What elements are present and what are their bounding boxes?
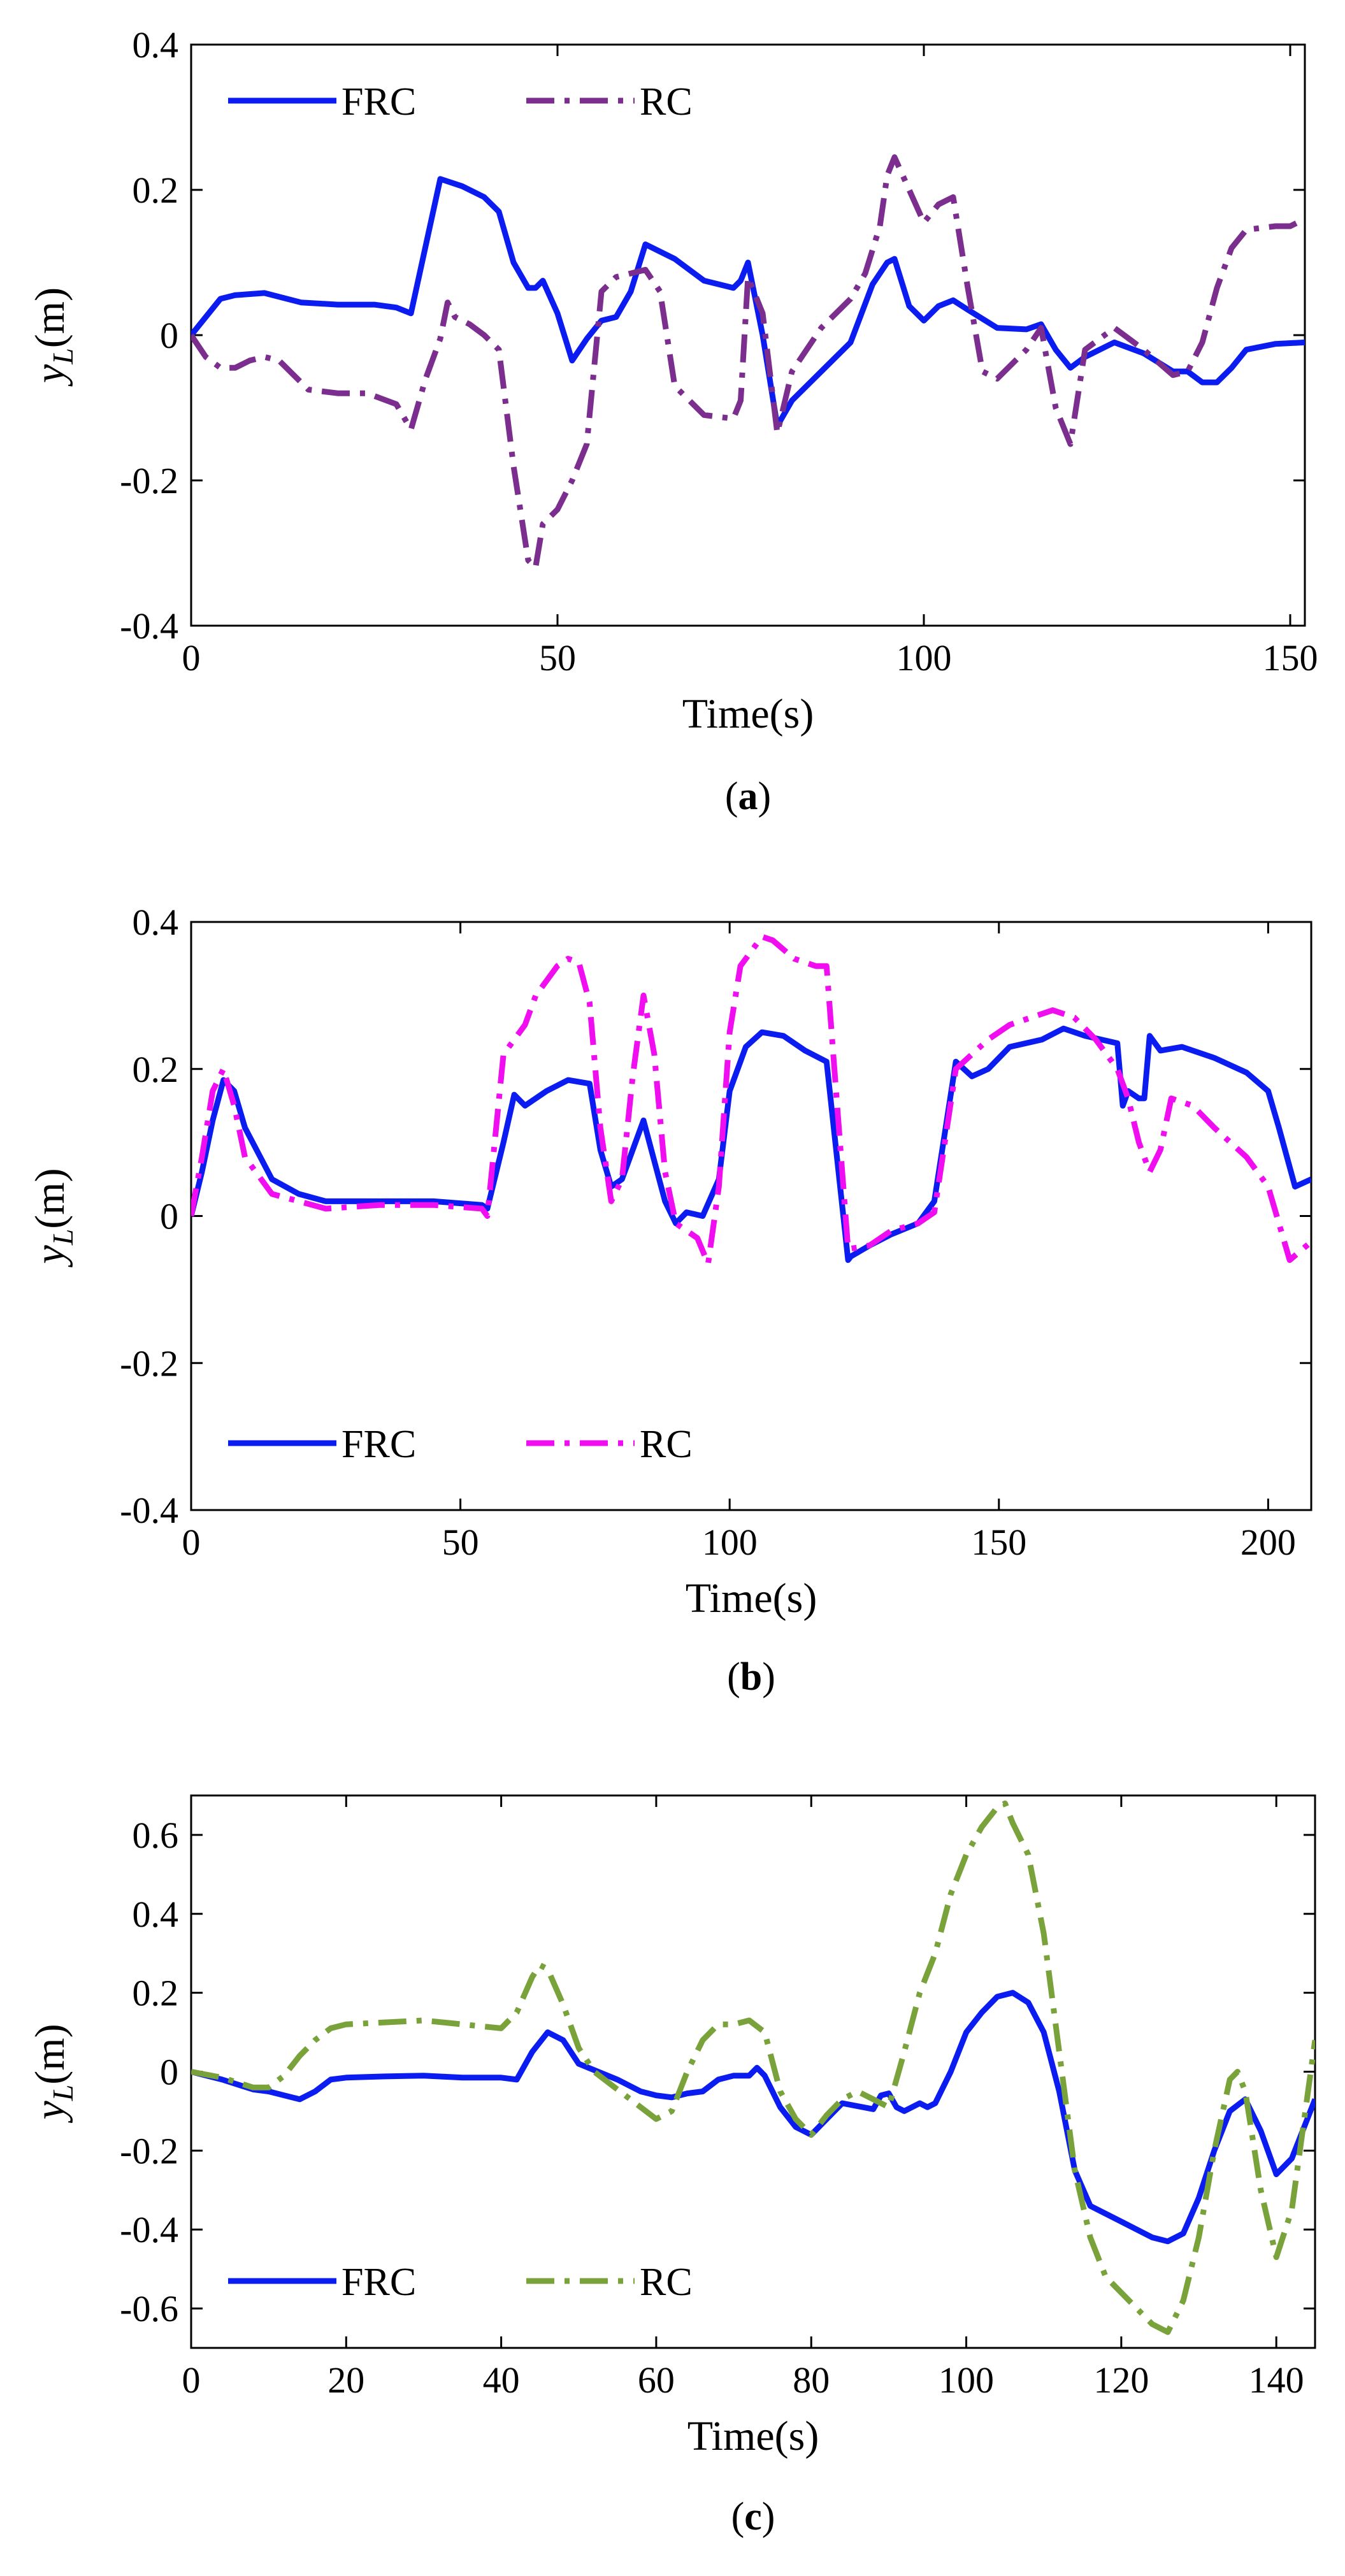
y-axis-unit: (m) (27, 1168, 73, 1228)
y-axis-subscript: L (47, 2085, 79, 2102)
x-tick-label: 0 (182, 637, 201, 679)
x-tick-label: 100 (896, 637, 952, 679)
panel-caption: (c) (731, 2495, 775, 2538)
y-axis-label: yL(m) (27, 2024, 79, 2123)
legend-label-frc: FRC (342, 80, 416, 124)
x-tick-label: 0 (182, 1522, 201, 1563)
y-tick-label: -0.4 (120, 2209, 178, 2250)
y-tick-label: 0.2 (133, 169, 179, 211)
legend-label-rc: RC (640, 1423, 693, 1466)
y-tick-label: 0 (160, 315, 178, 356)
legend-label-rc: RC (640, 80, 693, 124)
chart-panel-b: 0 50 100 150 200 -0.4 -0.2 0 0.2 0.4 FRC RC Time(s) y… (27, 902, 1313, 1699)
y-axis-label: yL(m) (27, 1168, 79, 1267)
series-line-rc (191, 1800, 1315, 2335)
x-axis-label: Time(s) (687, 2413, 819, 2459)
x-tick-label: 40 (483, 2359, 520, 2401)
series-line-frc (191, 1990, 1315, 2245)
y-axis-subscript: L (47, 1229, 79, 1246)
y-axis-unit: (m) (27, 2024, 73, 2084)
y-axis-symbol: y (27, 364, 73, 387)
x-tick-label: 0 (182, 2359, 201, 2401)
y-tick-label: -0.2 (120, 2130, 178, 2171)
y-axis-label: yL(m) (27, 287, 79, 387)
panel-caption: (b) (727, 1655, 775, 1699)
x-axis-label: Time(s) (686, 1575, 817, 1622)
y-tick-label: -0.4 (120, 1490, 178, 1531)
plot-frame (190, 921, 1313, 1511)
plot-frame (190, 43, 1306, 627)
y-tick-label: -0.6 (120, 2288, 178, 2329)
x-tick-label: 80 (793, 2359, 830, 2401)
legend-label-rc: RC (640, 2261, 693, 2304)
series-line-rc (191, 933, 1311, 1267)
panel-caption: (a) (725, 775, 771, 818)
x-tick-label: 100 (702, 1522, 758, 1563)
chart-panel-a: 0 50 100 150 -0.4 -0.2 0 0.2 0.4 FRC RC Time(s) yL(m… (27, 24, 1318, 818)
y-tick-label: 0.4 (133, 902, 179, 943)
series-line-frc (191, 176, 1305, 429)
y-tick-label: 0.4 (133, 24, 179, 66)
x-tick-label: 150 (971, 1522, 1026, 1563)
x-tick-label: 150 (1263, 637, 1318, 679)
panel-caption-letter: a (738, 775, 758, 818)
series-line-rc (191, 154, 1305, 571)
x-tick-label: 20 (327, 2359, 364, 2401)
x-tick-label: 140 (1249, 2359, 1304, 2401)
x-tick-label: 50 (539, 637, 576, 679)
panel-caption-letter: b (740, 1655, 762, 1699)
series-line-frc (191, 1025, 1311, 1263)
y-tick-label: 0 (160, 1196, 178, 1237)
y-axis-subscript: L (47, 348, 79, 365)
legend-label-frc: FRC (342, 1423, 416, 1466)
y-tick-label: 0 (160, 2052, 178, 2093)
y-tick-label: 0.2 (133, 1973, 179, 2014)
y-axis-symbol: y (27, 1245, 73, 1268)
y-tick-label: -0.2 (120, 1342, 178, 1384)
x-axis-label: Time(s) (682, 691, 814, 737)
x-tick-label: 120 (1093, 2359, 1149, 2401)
y-tick-label: 0.6 (133, 1815, 179, 1856)
x-tick-label: 100 (939, 2359, 994, 2401)
y-tick-label: 0.2 (133, 1049, 179, 1090)
y-tick-label: -0.4 (120, 605, 178, 647)
chart-panel-c: 0 20 40 60 80 100 120 140 -0.6 -0.4 -0.2 0 0.2 0.4 0.6… (27, 1794, 1316, 2538)
legend-label-frc: FRC (342, 2261, 416, 2304)
y-tick-label: -0.2 (120, 460, 178, 501)
x-tick-label: 200 (1241, 1522, 1296, 1563)
panel-caption-letter: c (744, 2495, 762, 2538)
x-tick-label: 50 (442, 1522, 479, 1563)
y-axis-symbol: y (27, 2101, 73, 2124)
y-axis-unit: (m) (27, 287, 73, 348)
x-tick-label: 60 (638, 2359, 675, 2401)
y-tick-label: 0.4 (133, 1894, 179, 1935)
